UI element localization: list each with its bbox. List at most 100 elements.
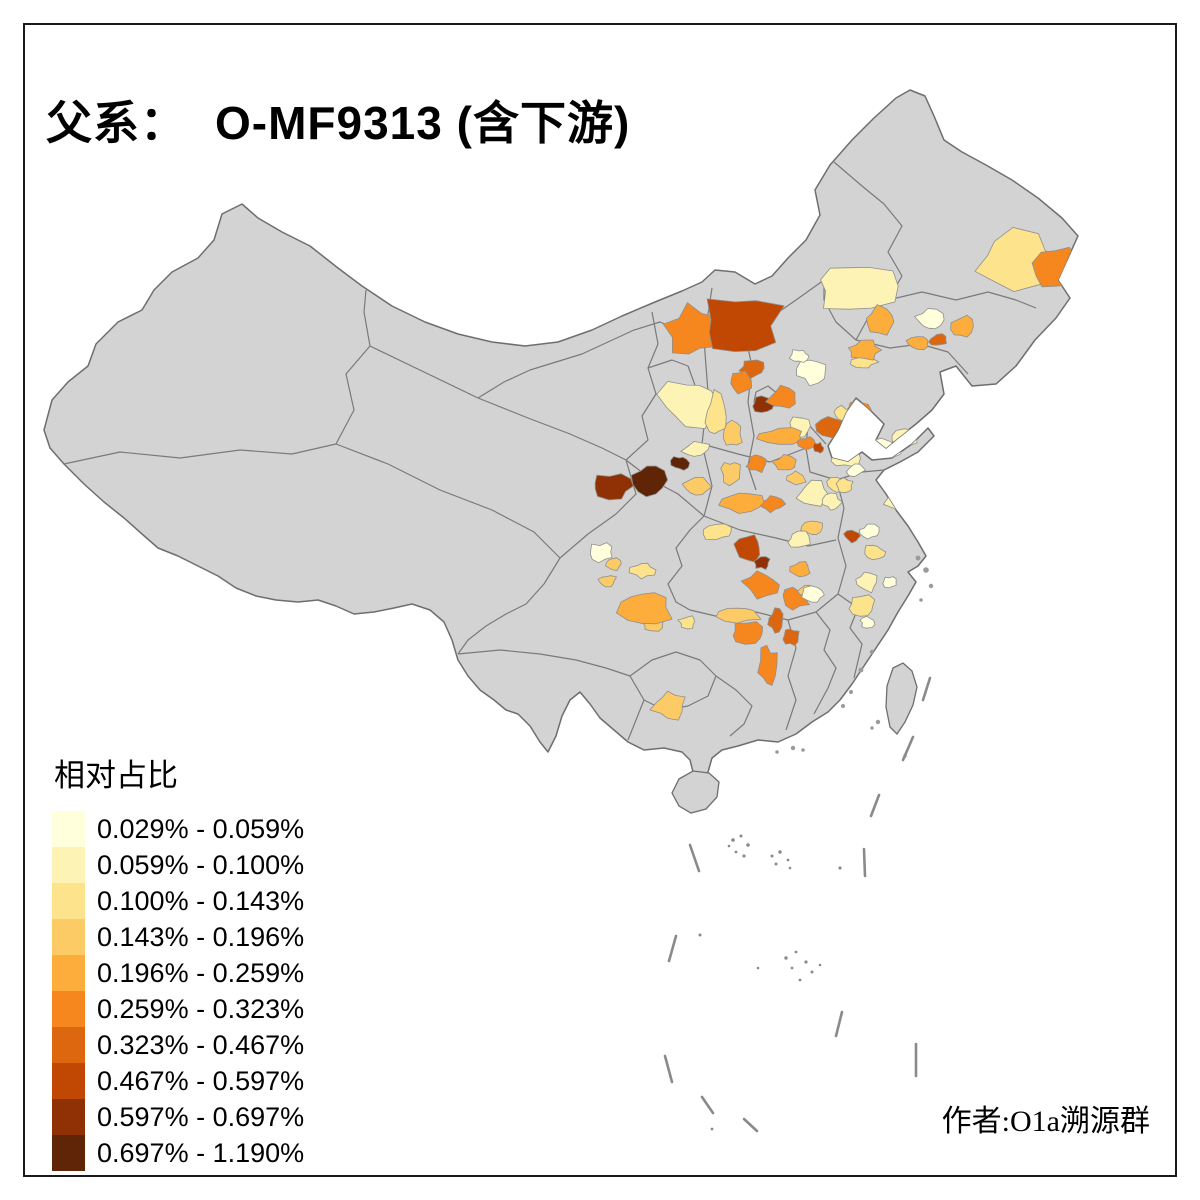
prefecture-region bbox=[830, 446, 861, 467]
south-china-sea-islets bbox=[698, 834, 842, 1131]
islands bbox=[671, 662, 918, 814]
prefecture-region bbox=[914, 308, 945, 330]
legend-row: 0.323% - 0.467% bbox=[52, 1027, 304, 1063]
prefecture-region bbox=[680, 440, 710, 457]
prefecture-region bbox=[788, 349, 810, 363]
prefecture-region bbox=[796, 359, 827, 387]
mainland-china-shape bbox=[43, 89, 1079, 783]
prefecture-region bbox=[771, 453, 797, 471]
prefecture-region bbox=[866, 304, 895, 336]
prefecture-region bbox=[720, 462, 741, 487]
prefecture-region bbox=[928, 333, 947, 346]
legend-swatch-2 bbox=[52, 847, 85, 883]
prefecture-region bbox=[782, 628, 800, 646]
legend-label-4: 0.143% - 0.196% bbox=[97, 921, 305, 952]
prefecture-region bbox=[702, 523, 732, 541]
prefecture-region bbox=[740, 570, 780, 600]
legend-label-8: 0.467% - 0.597% bbox=[97, 1065, 305, 1096]
legend-label-6: 0.259% - 0.323% bbox=[97, 993, 305, 1024]
prefecture-region bbox=[848, 594, 876, 617]
prefecture-region bbox=[757, 644, 778, 686]
prefecture-region bbox=[796, 436, 817, 450]
nine-dash-line bbox=[663, 676, 932, 1133]
prefecture-region bbox=[858, 523, 880, 540]
prefecture-region bbox=[715, 607, 762, 624]
legend-swatch-3 bbox=[52, 883, 85, 919]
legend-label-1: 0.029% - 0.059% bbox=[97, 813, 305, 844]
prefecture-region bbox=[847, 400, 872, 421]
legend-swatch-1 bbox=[52, 811, 85, 847]
prefecture-region bbox=[649, 690, 686, 721]
prefecture-region bbox=[821, 492, 843, 511]
prefecture-region bbox=[843, 529, 861, 544]
legend-row: 0.196% - 0.259% bbox=[52, 955, 304, 991]
title-lineage-label: 父系： bbox=[46, 97, 187, 149]
prefecture-region bbox=[706, 298, 785, 353]
prefecture-region bbox=[786, 470, 807, 486]
legend-row: 0.697% - 1.190% bbox=[52, 1135, 304, 1171]
prefecture-region bbox=[722, 419, 743, 446]
prefecture-region bbox=[787, 530, 811, 548]
prefecture-region bbox=[859, 615, 876, 629]
prefecture-region bbox=[616, 592, 673, 625]
prefecture-region bbox=[820, 266, 899, 310]
prefecture-region bbox=[835, 477, 854, 494]
taiwan-island bbox=[885, 662, 918, 736]
legend-label-7: 0.323% - 0.467% bbox=[97, 1029, 305, 1060]
legend-row: 0.467% - 0.597% bbox=[52, 1063, 304, 1099]
legend-title: 相对占比 bbox=[54, 758, 178, 793]
prefecture-region bbox=[681, 477, 712, 496]
prefecture-region bbox=[718, 492, 765, 514]
prefecture-region bbox=[670, 456, 691, 471]
legend-swatch-10 bbox=[52, 1135, 85, 1171]
title-haplogroup-value: O-MF9313 (含下游) bbox=[215, 96, 631, 149]
prefecture-region bbox=[847, 339, 883, 361]
prefecture-region bbox=[855, 571, 878, 594]
prefecture-region bbox=[756, 427, 802, 445]
prefecture-region bbox=[767, 607, 784, 634]
prefecture-region bbox=[864, 544, 887, 560]
prefecture-region bbox=[812, 441, 825, 454]
prefecture-region bbox=[753, 556, 771, 570]
legend-swatch-7 bbox=[52, 1027, 85, 1063]
legend-label-9: 0.597% - 0.697% bbox=[97, 1101, 305, 1132]
prefecture-region bbox=[882, 576, 897, 589]
prefecture-region bbox=[801, 585, 825, 603]
prefecture-region bbox=[597, 575, 617, 588]
legend-label-2: 0.059% - 0.100% bbox=[97, 849, 305, 880]
legend-label-3: 0.100% - 0.143% bbox=[97, 885, 305, 916]
prefecture-region bbox=[605, 557, 622, 571]
prefecture-region bbox=[662, 302, 724, 355]
prefecture-region bbox=[738, 359, 765, 380]
page-title: 父系： O-MF9313 (含下游) bbox=[46, 87, 630, 153]
legend-label-10: 0.697% - 1.190% bbox=[97, 1137, 305, 1168]
prefecture-region bbox=[594, 473, 634, 501]
prefecture-region bbox=[795, 479, 829, 507]
prefecture-region bbox=[628, 562, 657, 580]
prefecture-region bbox=[950, 314, 974, 338]
prefecture-region bbox=[630, 465, 668, 498]
prefecture-region bbox=[745, 454, 767, 474]
coastal-islets bbox=[775, 555, 934, 758]
prefecture-region bbox=[590, 542, 613, 564]
legend-swatch-9 bbox=[52, 1099, 85, 1135]
legend-row: 0.143% - 0.196% bbox=[52, 919, 304, 955]
legend-row: 0.029% - 0.059% bbox=[52, 811, 304, 847]
prefecture-region bbox=[677, 615, 695, 630]
legend-row: 0.100% - 0.143% bbox=[52, 883, 304, 919]
hainan-island bbox=[671, 770, 720, 814]
prefecture-region bbox=[732, 621, 764, 645]
prefecture-region bbox=[765, 384, 796, 409]
legend-row: 0.259% - 0.323% bbox=[52, 991, 304, 1027]
legend-row: 0.597% - 0.697% bbox=[52, 1099, 304, 1135]
legend: 相对占比 0.029% - 0.059% 0.059% - 0.100% 0.1… bbox=[52, 750, 304, 1171]
legend-row: 0.059% - 0.100% bbox=[52, 847, 304, 883]
legend-swatch-5 bbox=[52, 955, 85, 991]
prefecture-region bbox=[704, 389, 727, 435]
prefecture-region bbox=[905, 336, 929, 351]
prefecture-region bbox=[789, 561, 811, 578]
legend-label-5: 0.196% - 0.259% bbox=[97, 957, 305, 988]
author-attribution: 作者:O1a溯源群 bbox=[941, 1105, 1150, 1138]
prefecture-region bbox=[730, 370, 752, 395]
